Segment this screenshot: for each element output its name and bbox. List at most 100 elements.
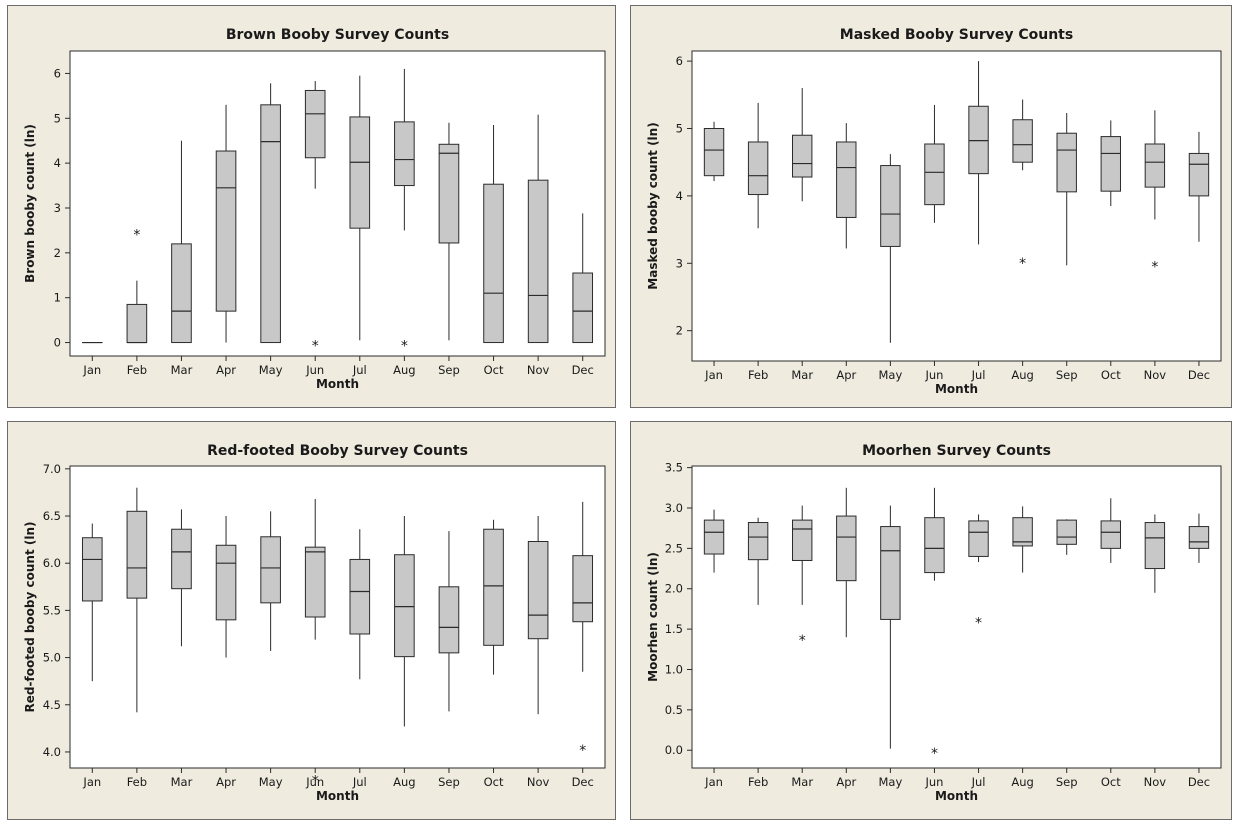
- box-feb: [747, 517, 769, 605]
- iqr-box: [1188, 152, 1210, 197]
- y-tick-label: 4.0: [43, 745, 61, 759]
- x-tick-label: Oct: [484, 363, 504, 377]
- chart-title: Moorhen Survey Counts: [862, 443, 1051, 459]
- plot-area: [69, 50, 606, 357]
- box-may: [260, 511, 281, 651]
- x-axis-label: Month: [316, 789, 359, 803]
- y-tick-label: 0: [54, 336, 61, 350]
- box-may: [880, 154, 901, 343]
- box-aug: [1012, 99, 1033, 171]
- x-tick-label: May: [259, 775, 283, 789]
- red-footed-booby-svg: Red-footed Booby Survey Counts 4.0 4.5 5.0 5…: [23, 443, 606, 803]
- box-jun: [924, 104, 945, 223]
- y-axis-label: Masked booby count (ln): [646, 122, 660, 289]
- x-tick-label: Oct: [1101, 775, 1121, 789]
- outlier-marker: *: [1151, 259, 1158, 275]
- box-apr: [836, 487, 857, 638]
- y-axis-label: Red-footed booby count (ln): [23, 522, 37, 713]
- x-tick-label: Jan: [704, 368, 723, 382]
- box-jun: [304, 499, 326, 640]
- iqr-box: [483, 183, 504, 344]
- box-aug: [394, 516, 415, 727]
- box-jul: [968, 514, 989, 563]
- x-tick-label: Dec: [1188, 368, 1210, 382]
- masked-booby-panel: Masked Booby Survey Counts 2 3 4 5 6 Masked bo…: [630, 5, 1232, 408]
- iqr-box: [836, 141, 857, 218]
- box-oct: [1100, 120, 1121, 206]
- x-tick-label: Jun: [924, 775, 943, 789]
- box-sep: [1056, 113, 1077, 266]
- iqr-box: [438, 143, 460, 244]
- y-tick-label: 7.0: [43, 462, 61, 476]
- outlier-marker: *: [1019, 256, 1026, 272]
- x-tick-label: Aug: [1011, 775, 1033, 789]
- box-may: [880, 505, 901, 749]
- x-tick-label: Apr: [216, 775, 236, 789]
- box-apr: [215, 104, 237, 343]
- box-jun: [304, 81, 326, 189]
- outlier-marker: *: [401, 339, 408, 355]
- box-mar: [792, 505, 813, 605]
- iqr-box: [924, 143, 945, 206]
- iqr-box: [215, 150, 237, 312]
- iqr-box: [438, 586, 460, 654]
- iqr-box: [81, 537, 103, 602]
- masked-booby-svg: Masked Booby Survey Counts 2 3 4 5 6 Masked bo…: [646, 27, 1222, 396]
- iqr-box: [1144, 522, 1166, 570]
- iqr-box: [126, 303, 148, 344]
- iqr-box: [260, 104, 281, 344]
- outlier-marker: *: [133, 227, 140, 243]
- box-oct: [1100, 498, 1121, 563]
- iqr-box: [792, 134, 813, 178]
- outlier-marker: *: [975, 615, 982, 631]
- iqr-box: [215, 544, 237, 621]
- iqr-box: [304, 546, 326, 618]
- box-feb: [126, 487, 148, 713]
- iqr-box: [747, 522, 769, 561]
- chart-title: Masked Booby Survey Counts: [840, 27, 1073, 43]
- box-mar: [792, 88, 813, 202]
- iqr-box: [836, 515, 857, 582]
- y-tick-label: 5: [676, 122, 683, 136]
- moorhen-panel: Moorhen Survey Counts 0.0 0.5 1.0 1.5 2.0 2.5 3…: [630, 421, 1232, 820]
- box-jan: [703, 509, 725, 573]
- box-nov: [1144, 514, 1166, 593]
- plot-area: [69, 465, 606, 769]
- box-aug: [1012, 506, 1033, 573]
- y-tick-label: 3: [676, 256, 683, 270]
- x-tick-label: Dec: [572, 775, 594, 789]
- y-tick-label: 6: [676, 54, 683, 68]
- box-may: [260, 83, 281, 344]
- iqr-box: [703, 519, 725, 555]
- iqr-box: [394, 554, 415, 658]
- x-tick-label: Oct: [1101, 368, 1121, 382]
- box-dec: [1188, 131, 1210, 242]
- y-tick-label: 2.5: [665, 541, 683, 555]
- iqr-box: [171, 528, 192, 590]
- iqr-box: [968, 105, 989, 175]
- y-tick-label: 5.0: [43, 651, 61, 665]
- box-jul: [349, 529, 371, 680]
- box-jan: [703, 121, 725, 182]
- x-tick-label: Nov: [527, 363, 550, 377]
- box-nov: [1144, 110, 1166, 220]
- x-tick-label: Jul: [352, 363, 367, 377]
- iqr-box: [483, 528, 504, 646]
- brown-booby-svg: Brown Booby Survey Counts 0 1 2 3 4 5 6 Brown bo…: [23, 27, 606, 391]
- brown-booby-panel: Brown Booby Survey Counts 0 1 2 3 4 5 6 Brown bo…: [7, 5, 616, 408]
- y-tick-label: 1.0: [665, 662, 683, 676]
- x-tick-label: May: [259, 363, 283, 377]
- chart-title: Red-footed Booby Survey Counts: [207, 443, 468, 459]
- box-feb: [747, 102, 769, 229]
- box-jul: [968, 61, 989, 245]
- iqr-box: [924, 517, 945, 574]
- iqr-box: [880, 165, 901, 247]
- x-tick-label: Apr: [836, 775, 856, 789]
- iqr-box: [1012, 119, 1033, 163]
- iqr-box: [792, 519, 813, 561]
- box-sep: [1056, 519, 1077, 555]
- x-tick-label: Aug: [393, 775, 415, 789]
- x-tick-label: Jun: [305, 363, 324, 377]
- box-sep: [438, 122, 460, 341]
